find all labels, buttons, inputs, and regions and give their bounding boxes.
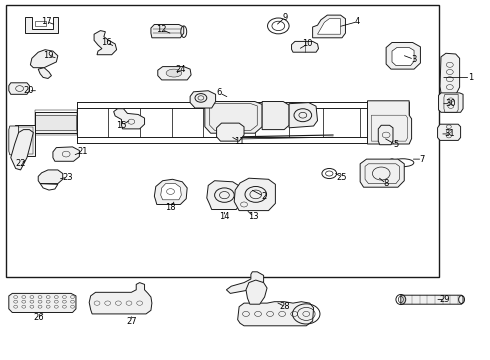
Polygon shape	[439, 93, 463, 112]
Text: 26: 26	[33, 313, 44, 322]
Polygon shape	[438, 124, 461, 140]
Polygon shape	[205, 102, 262, 133]
Polygon shape	[217, 123, 244, 141]
Text: 3: 3	[412, 55, 416, 64]
Text: 8: 8	[384, 179, 389, 188]
Text: 5: 5	[393, 140, 398, 149]
Polygon shape	[207, 181, 241, 210]
Polygon shape	[114, 109, 145, 129]
Text: 11: 11	[234, 136, 245, 145]
Polygon shape	[9, 126, 19, 155]
Text: 4: 4	[355, 17, 360, 26]
Text: 7: 7	[420, 154, 425, 163]
Text: 21: 21	[77, 148, 88, 156]
Polygon shape	[11, 130, 33, 170]
Polygon shape	[53, 147, 79, 161]
Polygon shape	[190, 91, 216, 108]
Text: 14: 14	[219, 212, 230, 221]
Text: 25: 25	[337, 173, 347, 181]
Text: 30: 30	[445, 99, 456, 108]
Text: 13: 13	[248, 212, 259, 221]
Text: 27: 27	[126, 317, 137, 325]
Polygon shape	[368, 101, 412, 144]
Text: 31: 31	[444, 129, 455, 138]
Polygon shape	[15, 125, 35, 156]
Text: 10: 10	[302, 40, 313, 49]
Bar	[6, 5, 439, 277]
Text: 29: 29	[440, 295, 450, 304]
Polygon shape	[238, 302, 314, 326]
Text: 22: 22	[15, 159, 26, 168]
Polygon shape	[151, 24, 184, 38]
Polygon shape	[226, 272, 264, 293]
Text: 19: 19	[43, 51, 53, 60]
Polygon shape	[360, 159, 404, 187]
Bar	[35, 21, 46, 26]
Text: 15: 15	[116, 121, 127, 130]
Polygon shape	[386, 42, 420, 69]
Polygon shape	[158, 67, 191, 80]
Text: 23: 23	[62, 173, 73, 181]
Text: 17: 17	[41, 17, 52, 26]
Polygon shape	[9, 83, 29, 94]
Polygon shape	[25, 17, 58, 33]
Polygon shape	[392, 48, 414, 66]
Polygon shape	[9, 293, 76, 312]
Text: 16: 16	[101, 38, 112, 47]
Polygon shape	[440, 53, 460, 97]
Polygon shape	[30, 50, 58, 68]
Polygon shape	[89, 283, 152, 314]
Polygon shape	[289, 103, 318, 128]
Polygon shape	[94, 31, 117, 55]
Polygon shape	[35, 115, 76, 130]
Polygon shape	[378, 125, 393, 145]
Polygon shape	[401, 295, 463, 304]
Polygon shape	[262, 102, 289, 130]
Text: 28: 28	[280, 302, 291, 311]
Text: 9: 9	[283, 13, 288, 22]
Polygon shape	[246, 280, 267, 304]
Text: 1: 1	[468, 73, 473, 82]
Polygon shape	[35, 112, 77, 133]
Polygon shape	[234, 178, 275, 211]
Polygon shape	[313, 15, 345, 38]
Text: 12: 12	[156, 25, 167, 34]
Polygon shape	[292, 41, 319, 52]
Polygon shape	[161, 184, 181, 200]
Text: 20: 20	[23, 86, 34, 95]
Ellipse shape	[166, 69, 182, 77]
Text: 2: 2	[261, 192, 266, 201]
Text: 18: 18	[165, 202, 176, 211]
Polygon shape	[38, 68, 51, 78]
Polygon shape	[154, 179, 187, 204]
Polygon shape	[318, 19, 341, 34]
Text: 6: 6	[217, 88, 222, 97]
Text: 24: 24	[175, 65, 186, 74]
Polygon shape	[38, 170, 63, 184]
